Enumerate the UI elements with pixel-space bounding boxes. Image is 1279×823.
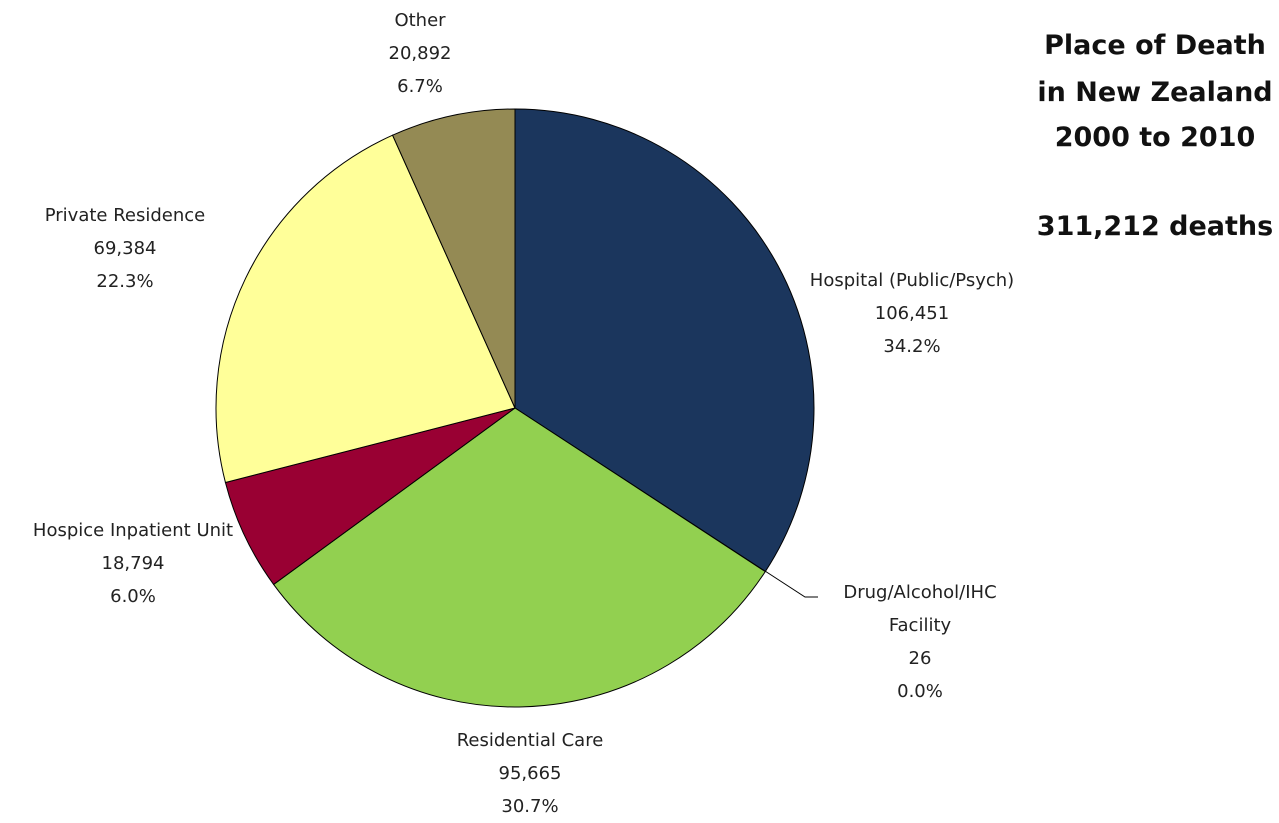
slice-label: Residential Care 95,665 30.7% bbox=[457, 724, 604, 823]
percent-label: 6.0% bbox=[110, 586, 156, 607]
pie-slice bbox=[514, 108, 815, 573]
slice-label: Drug/Alcohol/IHC Facility 26 0.0% bbox=[820, 576, 1020, 708]
category-name: Hospital (Public/Psych) bbox=[809, 270, 1015, 291]
value-label: 18,794 bbox=[101, 553, 165, 574]
percent-label: 30.7% bbox=[501, 796, 559, 817]
value-label: 106,451 bbox=[874, 303, 950, 324]
percent-label: 34.2% bbox=[883, 336, 941, 357]
leader-line bbox=[764, 570, 818, 598]
percent-label: 0.0% bbox=[897, 681, 943, 702]
value-label: 20,892 bbox=[388, 43, 452, 64]
category-name: Drug/Alcohol/IHC Facility bbox=[843, 582, 997, 636]
value-label: 69,384 bbox=[93, 238, 157, 259]
category-name: Other bbox=[394, 10, 446, 31]
pie-slice bbox=[272, 407, 766, 708]
chart-title: in New Zealand bbox=[1037, 77, 1273, 108]
chart-title: Place of Death bbox=[1044, 30, 1266, 61]
category-name: Hospice Inpatient Unit bbox=[32, 520, 234, 541]
category-name: Residential Care bbox=[456, 730, 604, 751]
value-label: 26 bbox=[908, 648, 932, 669]
slice-label: Other 20,892 6.7% bbox=[389, 4, 452, 103]
percent-label: 22.3% bbox=[96, 271, 154, 292]
category-name: Private Residence bbox=[44, 205, 206, 226]
slice-label: Hospice Inpatient Unit 18,794 6.0% bbox=[33, 514, 233, 613]
chart-title: 2000 to 2010 bbox=[1054, 122, 1256, 153]
pie-slice bbox=[391, 108, 516, 409]
slice-label: Hospital (Public/Psych) 106,451 34.2% bbox=[810, 264, 1014, 363]
pie-slice bbox=[215, 134, 516, 484]
slice-label: Private Residence 69,384 22.3% bbox=[45, 199, 206, 298]
value-label: 95,665 bbox=[498, 763, 562, 784]
chart-subtitle: 311,212 deaths bbox=[1036, 211, 1274, 242]
percent-label: 6.7% bbox=[397, 76, 443, 97]
